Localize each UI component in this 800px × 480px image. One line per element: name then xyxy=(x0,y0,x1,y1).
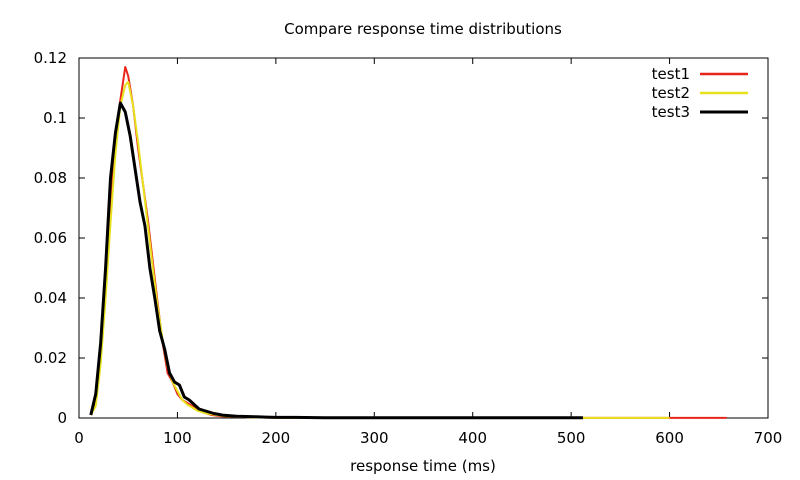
y-tick-label: 0.08 xyxy=(34,169,67,187)
legend-label-test1: test1 xyxy=(652,65,690,83)
y-axis: 0 0.02 0.04 0.06 0.08 0.1 0.12 xyxy=(34,49,768,427)
x-tick-label: 400 xyxy=(458,429,487,447)
y-tick-label: 0.12 xyxy=(34,49,67,67)
legend-label-test3: test3 xyxy=(652,103,690,121)
series-lines xyxy=(89,66,727,420)
series-line-test2 xyxy=(89,81,670,419)
x-axis-label: response time (ms) xyxy=(350,457,496,475)
series-line-test1 xyxy=(89,66,727,419)
chart-title: Compare response time distributions xyxy=(284,20,562,38)
y-tick-label: 0.04 xyxy=(34,289,67,307)
y-tick-label: 0.1 xyxy=(43,109,67,127)
series-line-test3 xyxy=(89,101,583,420)
x-tick-label: 300 xyxy=(360,429,389,447)
x-tick-label: 700 xyxy=(754,429,783,447)
x-axis: 0 100 200 300 400 500 600 700 xyxy=(74,58,782,447)
x-tick-label: 200 xyxy=(262,429,291,447)
x-tick-label: 500 xyxy=(557,429,586,447)
y-tick-label: 0.02 xyxy=(34,349,67,367)
y-tick-label: 0 xyxy=(57,409,67,427)
y-tick-label: 0.06 xyxy=(34,229,67,247)
legend-label-test2: test2 xyxy=(652,84,690,102)
x-tick-label: 0 xyxy=(74,429,84,447)
x-tick-label: 600 xyxy=(655,429,684,447)
x-tick-label: 100 xyxy=(163,429,192,447)
